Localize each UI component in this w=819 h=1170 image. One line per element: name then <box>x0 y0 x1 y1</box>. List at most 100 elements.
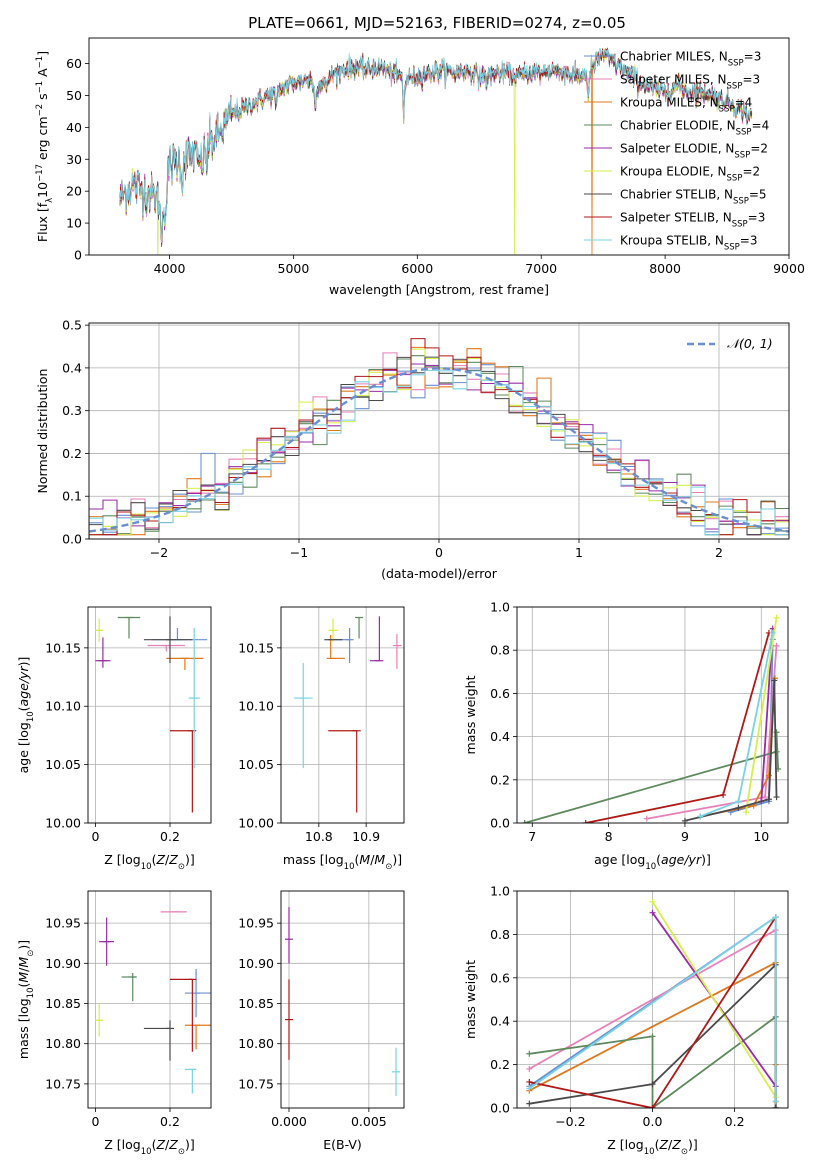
text-part: / <box>165 1137 170 1152</box>
y-tick-label: 0 <box>74 248 82 263</box>
text-part: ( <box>16 983 31 988</box>
text-part: Flux [f <box>35 202 50 242</box>
text-part: Z <box>168 1137 178 1152</box>
x-axis-label: wavelength [Angstrom, rest frame] <box>329 282 549 297</box>
text-part: =4 <box>752 119 770 133</box>
series-line <box>529 916 777 1108</box>
x-tick-label: 9 <box>681 829 689 844</box>
text-part: ( <box>355 852 360 867</box>
y-tick-label: 10.15 <box>238 640 274 655</box>
histogram-step <box>89 364 789 539</box>
x-tick-label: 0 <box>91 1114 99 1129</box>
series-line <box>745 617 778 813</box>
text-part: Z <box>671 1137 681 1152</box>
text-part: Chabrier STELIB, N <box>620 188 733 202</box>
series-marker <box>735 798 742 805</box>
legend-entry: Kroupa STELIB, NSSP=3 <box>620 234 758 253</box>
text-part: / <box>668 1137 673 1152</box>
axes-age_vs_mass: 10.8 10.9 10.00 10.05 10.10 10.15 mass [log10(… <box>238 606 405 872</box>
text-part: ] <box>35 51 50 56</box>
text-part: )] <box>392 852 402 867</box>
series-marker <box>743 809 750 816</box>
text-part: Kroupa STELIB, N <box>620 234 724 248</box>
x-tick-label: 10.8 <box>305 829 333 844</box>
spectrum-line <box>119 48 752 243</box>
text-part: Z [log <box>607 1137 643 1152</box>
x-tick-label: 9000 <box>773 261 805 276</box>
legend-entry: Chabrier ELODIE, NSSP=4 <box>620 119 769 138</box>
y-tick-label: 10.75 <box>238 1076 274 1091</box>
x-axis-label: Z [log10(Z/Z⊙)] <box>104 852 194 872</box>
y-tick-label: 10 <box>66 216 82 231</box>
text-part: mass [log <box>283 852 344 867</box>
text-part: SSP <box>727 174 743 184</box>
x-axis-label: mass [log10(M/M⊙)] <box>283 852 402 872</box>
y-tick-label: 10.05 <box>238 757 274 772</box>
y-tick-label: 0.6 <box>490 970 510 985</box>
plot-area <box>293 616 402 813</box>
axes-frame <box>516 890 789 1109</box>
text-part: SSP <box>719 105 735 115</box>
y-tick-label: 10.75 <box>45 1076 81 1091</box>
y-axis-label: Normed distribution <box>35 369 50 494</box>
x-tick-label: 2 <box>715 545 723 560</box>
y-tick-label: 50 <box>66 88 82 103</box>
text-part: =2 <box>750 142 768 156</box>
x-tick-label: 0.2 <box>160 829 180 844</box>
y-tick-label: 10.00 <box>238 816 274 831</box>
series-line <box>651 901 777 1098</box>
y-tick-label: 0.4 <box>490 1014 510 1029</box>
text-part: Z <box>155 1137 165 1152</box>
x-axis-label: E(B-V) <box>323 1137 362 1152</box>
series-marker <box>649 909 656 916</box>
text-part: M <box>16 972 31 983</box>
text-part: SSP <box>724 243 740 253</box>
y-tick-label: 10.95 <box>238 916 274 931</box>
text-part: age/yr <box>661 852 702 867</box>
axes-frame <box>88 37 790 256</box>
text-part: ( <box>152 1137 157 1152</box>
y-tick-label: 60 <box>66 56 82 71</box>
text-part: 10 <box>141 862 152 872</box>
x-tick-label: 10 <box>753 829 769 844</box>
series-marker <box>526 1065 533 1072</box>
x-tick-label: 5000 <box>278 261 310 276</box>
y-tick-label: 0.4 <box>490 729 510 744</box>
y-tick-label: 0.5 <box>62 318 82 333</box>
series-marker <box>773 794 780 801</box>
legend-entry: Chabrier STELIB, NSSP=5 <box>620 188 767 207</box>
y-tick-label: 20 <box>66 184 82 199</box>
series-marker <box>773 614 780 621</box>
text-part: age [log <box>594 852 645 867</box>
y-tick-label: 0.8 <box>490 927 510 942</box>
text-part: SSP <box>732 220 748 230</box>
y-axis-label: age [log10(age/yr)] <box>16 657 36 774</box>
y-axis-label: mass weight <box>463 960 478 1039</box>
x-tick-label: 0.0 <box>643 1114 663 1129</box>
text-part: SSP <box>733 197 749 207</box>
text-part: =4 <box>735 96 753 110</box>
axes-residuals: −2 −1 0 1 2 0.0 0.1 0.2 0.3 0.4 0.5 (data-model)/er… <box>35 318 790 581</box>
text-part: / <box>16 967 31 972</box>
text-part: age [log <box>16 722 31 773</box>
series-line <box>585 632 770 823</box>
series-marker <box>772 1105 779 1108</box>
text-part: A <box>35 68 50 81</box>
text-part: Z <box>658 1137 668 1152</box>
text-part: ⊙ <box>26 950 36 957</box>
x-tick-label: 0 <box>91 829 99 844</box>
axes-frame <box>280 606 405 824</box>
text-part: Kroupa MILES, N <box>620 96 719 110</box>
axes-mass_weight_vs_Z: −0.2 0.0 0.20.00.20.40.60.81.0Z [log10(Z/Z… <box>463 884 789 1157</box>
plot-area <box>89 338 789 539</box>
y-tick-label: 1.0 <box>490 884 510 899</box>
text-part: )] <box>688 1137 698 1152</box>
y-tick-label: 10.80 <box>45 1036 81 1051</box>
y-tick-label: 10.90 <box>45 956 81 971</box>
plot-area <box>284 907 401 1096</box>
legend: 𝒩(0, 1) <box>687 336 773 351</box>
text-part: =3 <box>748 211 766 225</box>
histogram-step <box>89 338 789 539</box>
y-tick-label: 0.0 <box>490 816 510 831</box>
